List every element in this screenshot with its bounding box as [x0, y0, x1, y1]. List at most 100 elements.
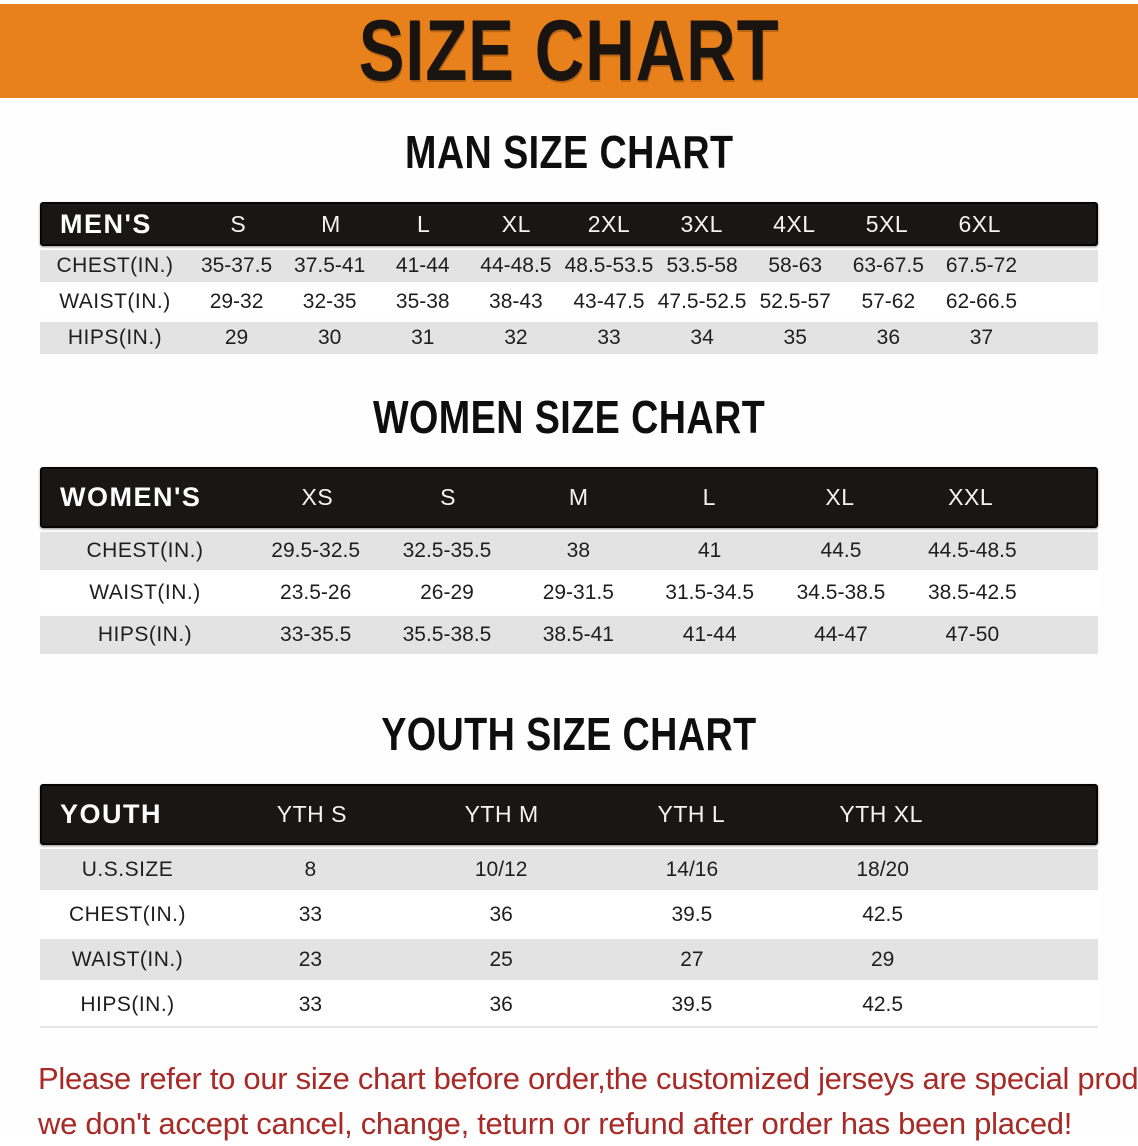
youth-ussize-row: U.S.SIZE 8 10/12 14/16 18/20	[40, 849, 1098, 890]
table-cell: 48.5-53.5	[564, 254, 654, 277]
table-cell: 29-31.5	[542, 581, 614, 604]
youth-chest-row: CHEST(IN.) 33 36 39.5 42.5	[40, 894, 1098, 935]
column-header: L	[417, 210, 431, 237]
column-header: YTH XL	[839, 801, 923, 827]
table-cell: 35-37.5	[200, 254, 273, 277]
column-header: YTH M	[464, 801, 539, 827]
disclaimer: Please refer to our size chart before or…	[38, 1056, 1138, 1146]
table-cell: 53.5-58	[666, 254, 738, 277]
column-header: M	[568, 484, 589, 510]
row-label: U.S.SIZE	[81, 857, 174, 881]
table-cell: 39.5	[671, 992, 713, 1016]
table-cell: 44.5-48.5	[927, 539, 1017, 562]
table-cell: 47.5-52.5	[657, 290, 747, 313]
table-cell: 41-44	[395, 254, 450, 277]
table-cell: 63-67.5	[852, 254, 924, 277]
table-cell: 31	[411, 326, 435, 349]
table-cell: 29	[870, 947, 895, 971]
table-cell: 44-48.5	[480, 254, 552, 277]
men-section-heading: MAN SIZE CHART	[0, 129, 1138, 175]
row-label: HIPS(IN.)	[97, 623, 193, 646]
men-heading-text: MAN SIZE CHART	[404, 126, 734, 178]
size-chart-page: SIZE CHART MAN SIZE CHART MEN'S S M L XL…	[0, 4, 1138, 1141]
table-cell: 39.5	[671, 902, 713, 926]
women-table-header: WOMEN'S XS S M L XL XXL	[40, 467, 1098, 528]
column-header: YTH S	[276, 801, 347, 827]
table-cell: 38	[566, 539, 590, 562]
women-heading-text: WOMEN SIZE CHART	[372, 391, 766, 443]
column-header: S	[230, 210, 247, 237]
table-cell: 32.5-35.5	[402, 539, 492, 562]
column-header: 4XL	[773, 210, 816, 237]
column-header: 6XL	[958, 210, 1001, 237]
column-header: XL	[501, 210, 531, 237]
table-cell: 33	[298, 902, 323, 926]
column-header: S	[440, 484, 456, 510]
table-cell: 34	[690, 326, 714, 349]
table-cell: 27	[680, 947, 704, 971]
column-header: L	[702, 484, 716, 510]
table-cell: 44.5	[820, 539, 862, 562]
banner-title: SIZE CHART	[358, 3, 780, 99]
column-header: XS	[301, 484, 334, 510]
table-cell: 37	[969, 326, 994, 349]
table-cell: 36	[489, 992, 513, 1016]
table-cell: 38.5-42.5	[927, 581, 1017, 604]
table-cell: 47-50	[945, 623, 1000, 646]
women-waist-row: WAIST(IN.) 23.5-26 26-29 29-31.5 31.5-34…	[40, 574, 1098, 612]
disclaimer-line-1: Please refer to our size chart before or…	[38, 1061, 1138, 1096]
men-size-table: MEN'S S M L XL 2XL 3XL 4XL 5XL 6XL CHEST…	[40, 202, 1098, 354]
men-hips-row: HIPS(IN.) 29 30 31 32 33 34 35 36 37	[40, 322, 1098, 354]
table-cell: 42.5	[862, 902, 904, 926]
row-label: WAIST(IN.)	[89, 581, 201, 604]
table-cell: 36	[489, 902, 513, 926]
women-chest-row: CHEST(IN.) 29.5-32.5 32.5-35.5 38 41 44.…	[40, 532, 1098, 570]
table-cell: 44-47	[814, 623, 868, 646]
table-cell: 33	[597, 326, 621, 349]
table-cell: 10/12	[474, 857, 528, 881]
table-cell: 26-29	[420, 581, 474, 604]
table-cell: 29	[224, 326, 249, 349]
table-cell: 58-63	[768, 254, 823, 277]
table-cell: 25	[489, 947, 513, 971]
youth-hips-row: HIPS(IN.) 33 36 39.5 42.5	[40, 984, 1098, 1025]
row-label: HIPS(IN.)	[80, 992, 175, 1016]
banner: SIZE CHART	[0, 4, 1138, 98]
column-header: 2XL	[587, 210, 631, 237]
youth-table-header: YOUTH YTH S YTH M YTH L YTH XL	[40, 784, 1098, 845]
table-cell: 62-66.5	[945, 290, 1018, 313]
table-cell: 37.5-41	[294, 254, 366, 277]
row-label: CHEST(IN.)	[69, 902, 186, 926]
table-cell: 18/20	[856, 857, 909, 881]
column-header: YTH L	[657, 801, 726, 827]
table-cell: 38-43	[489, 290, 543, 313]
table-cell: 33	[298, 992, 323, 1016]
table-cell: 57-62	[861, 290, 916, 313]
men-waist-row: WAIST(IN.) 29-32 32-35 35-38 38-43 43-47…	[40, 286, 1098, 318]
table-cell: 36	[876, 326, 900, 349]
men-chest-row: CHEST(IN.) 35-37.5 37.5-41 41-44 44-48.5…	[40, 250, 1098, 282]
table-cell: 23	[298, 947, 323, 971]
table-cell: 52.5-57	[759, 290, 831, 313]
youth-waist-row: WAIST(IN.) 23 25 27 29	[40, 939, 1098, 980]
table-cell: 34.5-38.5	[796, 581, 886, 604]
table-cell: 29-32	[209, 290, 264, 313]
table-cell: 29.5-32.5	[271, 539, 361, 562]
disclaimer-line-2: we don't accept cancel, change, teturn o…	[38, 1106, 1073, 1141]
youth-size-table: YOUTH YTH S YTH M YTH L YTH XL U.S.SIZE …	[40, 784, 1098, 1028]
row-label: CHEST(IN.)	[86, 539, 204, 562]
row-label: CHEST(IN.)	[56, 254, 174, 277]
table-cell: 32-35	[302, 290, 357, 313]
row-label: WAIST(IN.)	[59, 290, 171, 313]
table-cell: 23.5-26	[280, 581, 352, 604]
column-header: XL	[825, 484, 855, 510]
women-corner-label: WOMEN'S	[60, 482, 202, 512]
youth-corner-label: YOUTH	[60, 799, 162, 829]
table-cell: 32	[504, 326, 528, 349]
row-label: WAIST(IN.)	[71, 947, 184, 971]
row-label: HIPS(IN.)	[67, 326, 163, 349]
table-cell: 41	[697, 539, 722, 562]
table-cell: 43-47.5	[573, 290, 645, 313]
table-cell: 8	[304, 857, 317, 881]
women-section-heading: WOMEN SIZE CHART	[0, 394, 1138, 440]
